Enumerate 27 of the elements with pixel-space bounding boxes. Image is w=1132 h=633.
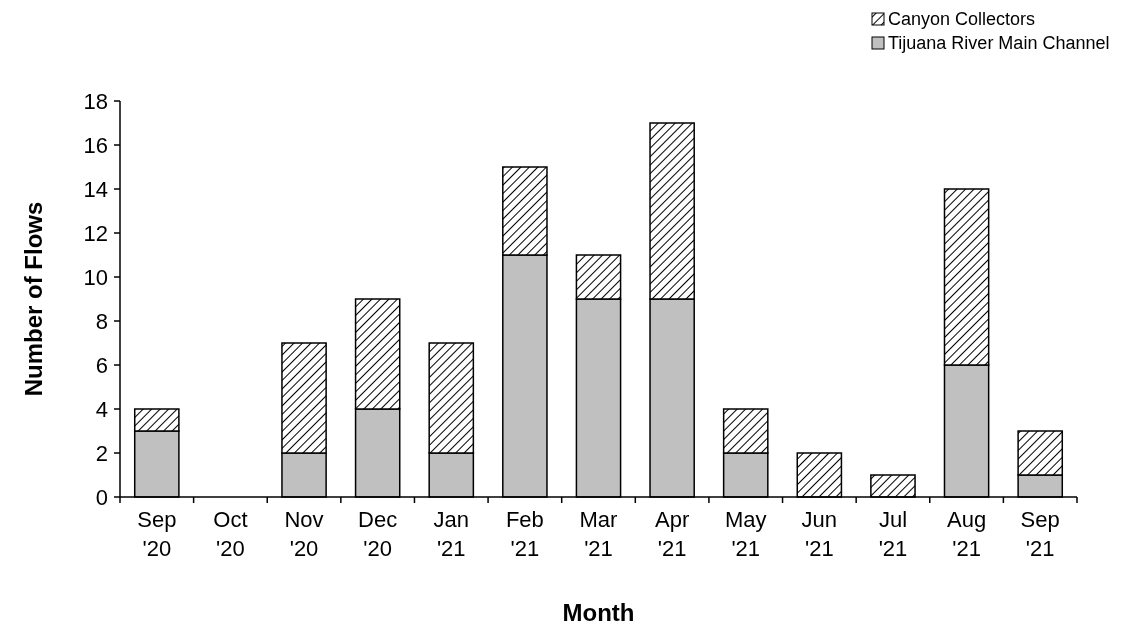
- x-tick-label: Sep '20: [137, 507, 177, 561]
- y-tick-label: 4: [95, 396, 108, 422]
- legend-label: Canyon Collectors: [888, 9, 1036, 30]
- y-axis-title: Number of Flows: [20, 201, 47, 397]
- x-tick-label: Sep '21: [1020, 507, 1060, 561]
- x-tick-label: Apr '21: [654, 507, 690, 561]
- x-tick-label: Mar '21: [579, 507, 618, 561]
- x-tick-label: May '21: [724, 507, 767, 561]
- x-tick-label: Dec '20: [358, 507, 398, 561]
- x-tick-label: Nov '20: [284, 507, 324, 561]
- y-tick-label: 10: [83, 264, 108, 290]
- y-tick-label: 0: [95, 484, 108, 510]
- y-tick-label: 16: [83, 132, 108, 158]
- x-tick-label: Oct '20: [213, 507, 248, 561]
- x-tick-label: Feb '21: [505, 507, 544, 561]
- x-tick-label: Aug '21: [947, 507, 987, 561]
- x-tick-label: Jul '21: [878, 507, 908, 561]
- y-tick-label: 8: [95, 308, 108, 334]
- y-tick-label: 18: [83, 88, 108, 114]
- x-tick-label: Jan '21: [433, 507, 470, 561]
- y-tick-label: 12: [83, 220, 108, 246]
- y-tick-label: 6: [95, 352, 108, 378]
- legend-label: Tijuana River Main Channel: [888, 33, 1110, 54]
- x-tick-label: Jun '21: [801, 507, 838, 561]
- y-tick-label: 2: [95, 440, 108, 466]
- y-tick-label: 14: [83, 176, 108, 202]
- x-axis-title: Month: [562, 599, 635, 626]
